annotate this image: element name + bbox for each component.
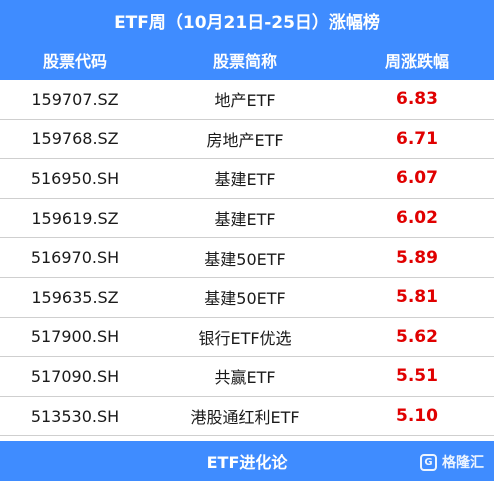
table-row: 159635.SZ 基建50ETF 5.81 [0,278,494,318]
watermark-text: 格隆汇 [442,455,484,471]
cell-name: 基建50ETF [204,249,286,269]
cell-name: 基建ETF [214,210,276,230]
cell-change: 6.71 [396,128,438,149]
cell-change: 5.10 [396,406,438,427]
table-row: 516970.SH 基建50ETF 5.89 [0,238,494,278]
header-name: 股票简称 [212,52,277,71]
table-row: 517900.SH 银行ETF优选 5.62 [0,318,494,358]
cell-code: 517900.SH [30,327,120,347]
cell-code: 159619.SZ [31,208,119,228]
header-code: 股票代码 [42,52,107,71]
cell-change: 6.02 [396,208,438,229]
watermark: G 格隆汇 [420,452,484,472]
table-row: 159707.SZ 地产ETF 6.83 [0,80,494,120]
table-row: 513530.SH 港股通红利ETF 5.10 [0,397,494,437]
table-row: 516950.SH 基建ETF 6.07 [0,159,494,199]
cell-code: 513530.SH [30,406,120,426]
cell-code: 516950.SH [30,168,120,188]
cell-change: 5.81 [396,287,438,308]
table-row: 517090.SH 共赢ETF 5.51 [0,357,494,397]
table-body: 159707.SZ 地产ETF 6.83 159768.SZ 房地产ETF 6.… [0,80,494,437]
table-row: 159768.SZ 房地产ETF 6.71 [0,120,494,160]
gelonghui-logo-icon: G [420,453,437,471]
header-change: 周涨跌幅 [384,52,449,71]
cell-name: 基建ETF [214,170,276,190]
cell-name: 共赢ETF [214,368,276,388]
cell-code: 516970.SH [30,248,120,268]
cell-code: 159768.SZ [31,129,119,149]
cell-change: 5.51 [396,366,438,387]
table-title: ETF周（10月21日-25日）涨幅榜 [0,0,494,40]
table-row: 159619.SZ 基建ETF 6.02 [0,199,494,239]
header-row: 股票代码 股票简称 周涨跌幅 [0,40,494,80]
cell-name: 地产ETF [214,91,276,111]
cell-code: 159635.SZ [31,287,119,307]
cell-name: 房地产ETF [206,130,284,150]
cell-change: 6.83 [396,89,438,110]
cell-name: 基建50ETF [204,289,286,309]
footer-source: ETF进化论 [0,441,494,481]
cell-name: 港股通红利ETF [190,408,300,428]
cell-change: 6.07 [396,168,438,189]
cell-code: 159707.SZ [31,89,119,109]
cell-change: 5.89 [396,247,438,268]
cell-code: 517090.SH [30,366,120,386]
cell-name: 银行ETF优选 [198,328,292,348]
cell-change: 5.62 [396,326,438,347]
